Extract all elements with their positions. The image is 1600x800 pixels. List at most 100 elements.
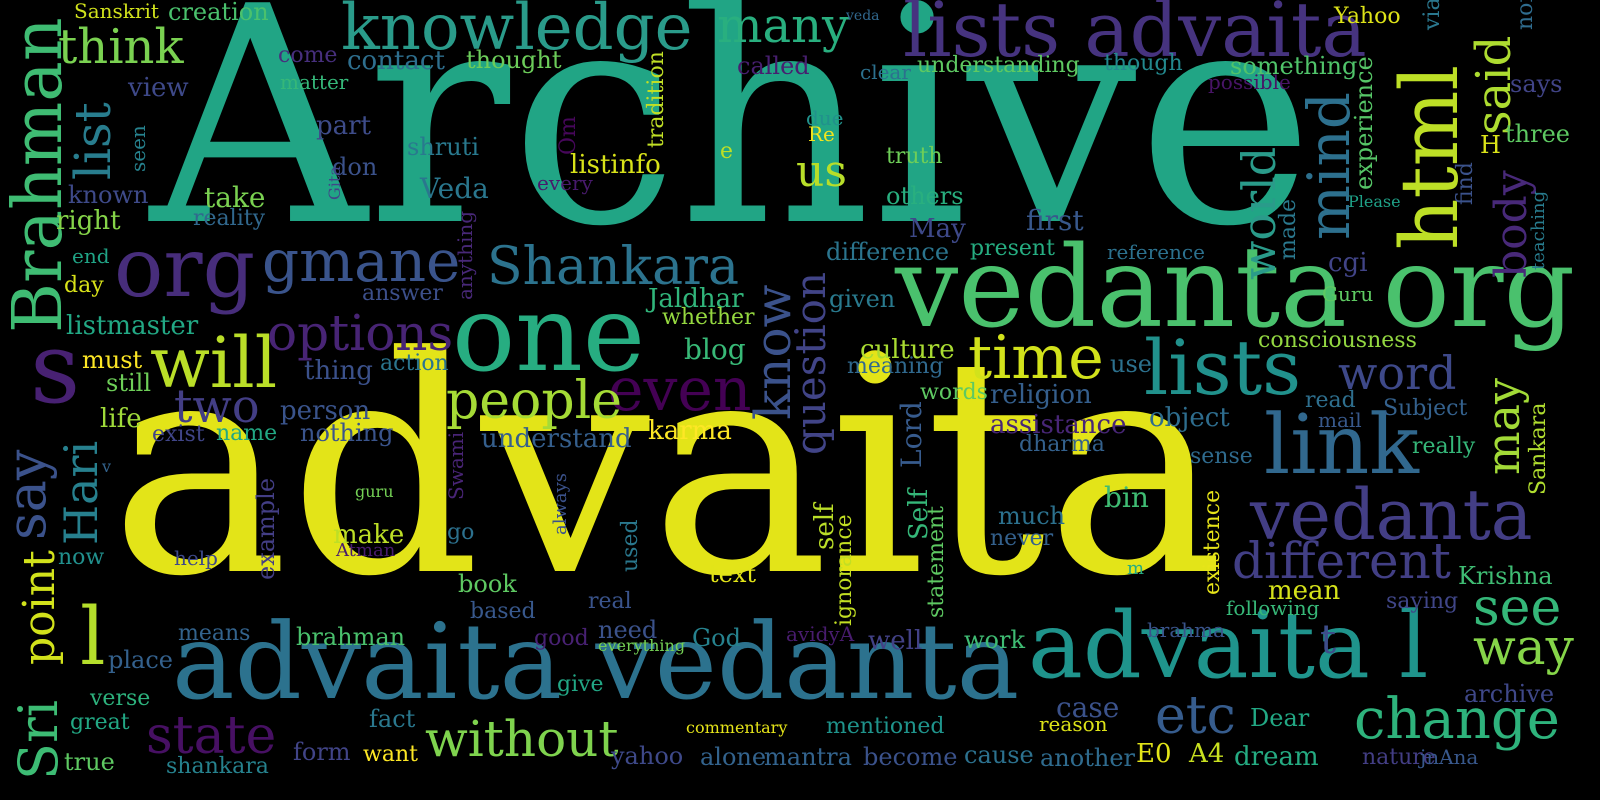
word-cgi: cgi — [1328, 248, 1368, 278]
word-matter: matter — [280, 70, 349, 94]
word-guru: Guru — [1322, 282, 1374, 306]
word-due: due — [806, 106, 844, 130]
word-means: means — [178, 621, 251, 646]
word-gita: Gita — [325, 166, 344, 200]
word-many: many — [717, 0, 850, 54]
word-end: end — [72, 244, 110, 268]
word-re: Re — [808, 122, 835, 146]
word-right: right — [56, 206, 121, 236]
word-meaning: meaning — [847, 354, 944, 379]
word-must: must — [82, 346, 143, 374]
word-listmaster: listmaster — [66, 311, 199, 341]
word-via: via — [1420, 0, 1445, 30]
word-veda: Veda — [420, 172, 489, 205]
word-says: says — [1510, 70, 1563, 98]
word-commentary: commentary — [686, 718, 788, 737]
word-question: question — [786, 272, 835, 455]
word-etc: etc — [1155, 686, 1236, 746]
word-thing: thing — [304, 356, 373, 386]
word-hari: Hari — [54, 440, 108, 545]
word-never: never — [990, 526, 1054, 551]
word-s: s — [30, 312, 81, 426]
word-swami: Swami — [444, 431, 468, 500]
word-t: t — [1320, 617, 1337, 663]
word-sankara: Sankara — [1526, 402, 1551, 495]
word-sense: sense — [1190, 444, 1253, 469]
word-given: given — [829, 285, 896, 313]
word-brahman: brahman — [296, 623, 406, 651]
word-non: non — [1513, 0, 1538, 30]
word-experience: experience — [1350, 56, 1378, 190]
word-much: much — [998, 502, 1066, 530]
word-want: want — [363, 742, 418, 767]
word-list: list — [64, 102, 122, 180]
word-atman: Atman — [336, 540, 396, 561]
word-state: state — [146, 706, 277, 766]
word-text: text — [709, 560, 757, 588]
word-exist: exist — [152, 422, 205, 447]
word-words: words — [920, 380, 988, 405]
word-html: html — [1383, 64, 1476, 250]
word-statement: statement — [924, 506, 949, 618]
word-great: great — [70, 710, 130, 735]
word-see: see — [1473, 578, 1562, 638]
word-read: read — [1305, 388, 1356, 413]
word-shruti: shruti — [407, 133, 480, 161]
word-advaita: advaita — [110, 293, 1225, 642]
word-a4: A4 — [1189, 739, 1225, 769]
word-people: people — [446, 371, 623, 431]
word-need: need — [598, 616, 658, 644]
word-teaching: teaching — [1528, 190, 1549, 270]
word-e: e — [720, 139, 734, 164]
word-even: even — [608, 355, 752, 425]
word-may: May — [909, 214, 966, 244]
word-understand: understand — [481, 424, 632, 454]
word-avidya: avidyA — [786, 622, 855, 646]
word-still: still — [106, 369, 151, 397]
word-h: H — [1480, 131, 1501, 159]
word-guru: guru — [355, 482, 394, 501]
word-org: org — [114, 221, 256, 316]
word-different: different — [1232, 532, 1451, 590]
word-object: object — [1149, 403, 1230, 433]
word-come: come — [278, 43, 338, 68]
word-sri: Sri — [7, 699, 70, 780]
word-knowledge: knowledge — [341, 0, 693, 65]
word-fact: fact — [369, 705, 416, 733]
word-now: now — [58, 545, 105, 570]
word-creation: creation — [168, 0, 269, 26]
word-verse: verse — [90, 686, 151, 711]
word-seen: seen — [126, 125, 150, 172]
word-find: find — [1453, 162, 1478, 205]
word-name: name — [216, 421, 278, 446]
word-e0: E0 — [1136, 739, 1172, 769]
word-shankara: Shankara — [487, 237, 739, 297]
word-thought: thought — [466, 46, 562, 74]
word-without: without — [425, 710, 619, 768]
word-form: form — [293, 738, 351, 766]
word-go: go — [447, 520, 475, 545]
word-two: two — [174, 379, 260, 433]
word-please: Please — [1348, 192, 1401, 211]
word-don: don — [332, 153, 378, 181]
word-following: following — [1226, 596, 1320, 620]
word-truth: truth — [886, 144, 943, 169]
word-action: action — [380, 351, 449, 376]
word-make: make — [333, 520, 405, 550]
word-subject: Subject — [1383, 396, 1468, 421]
word-sanskrit: Sanskrit — [74, 0, 159, 23]
word-say: say — [0, 449, 58, 540]
word-case: case — [1056, 691, 1120, 724]
word-another: another — [1040, 744, 1135, 772]
word-cause: cause — [964, 741, 1034, 769]
word-link: link — [1264, 398, 1419, 493]
word-v: v — [102, 457, 112, 476]
word-vedanta-org: vedanta org — [895, 223, 1576, 353]
word-give: give — [557, 672, 604, 697]
word-work: work — [964, 626, 1026, 654]
word-whether: whether — [662, 305, 755, 330]
word-mentioned: mentioned — [826, 714, 945, 739]
word-saying: saying — [1386, 589, 1459, 614]
word-alone: alone — [700, 743, 767, 771]
